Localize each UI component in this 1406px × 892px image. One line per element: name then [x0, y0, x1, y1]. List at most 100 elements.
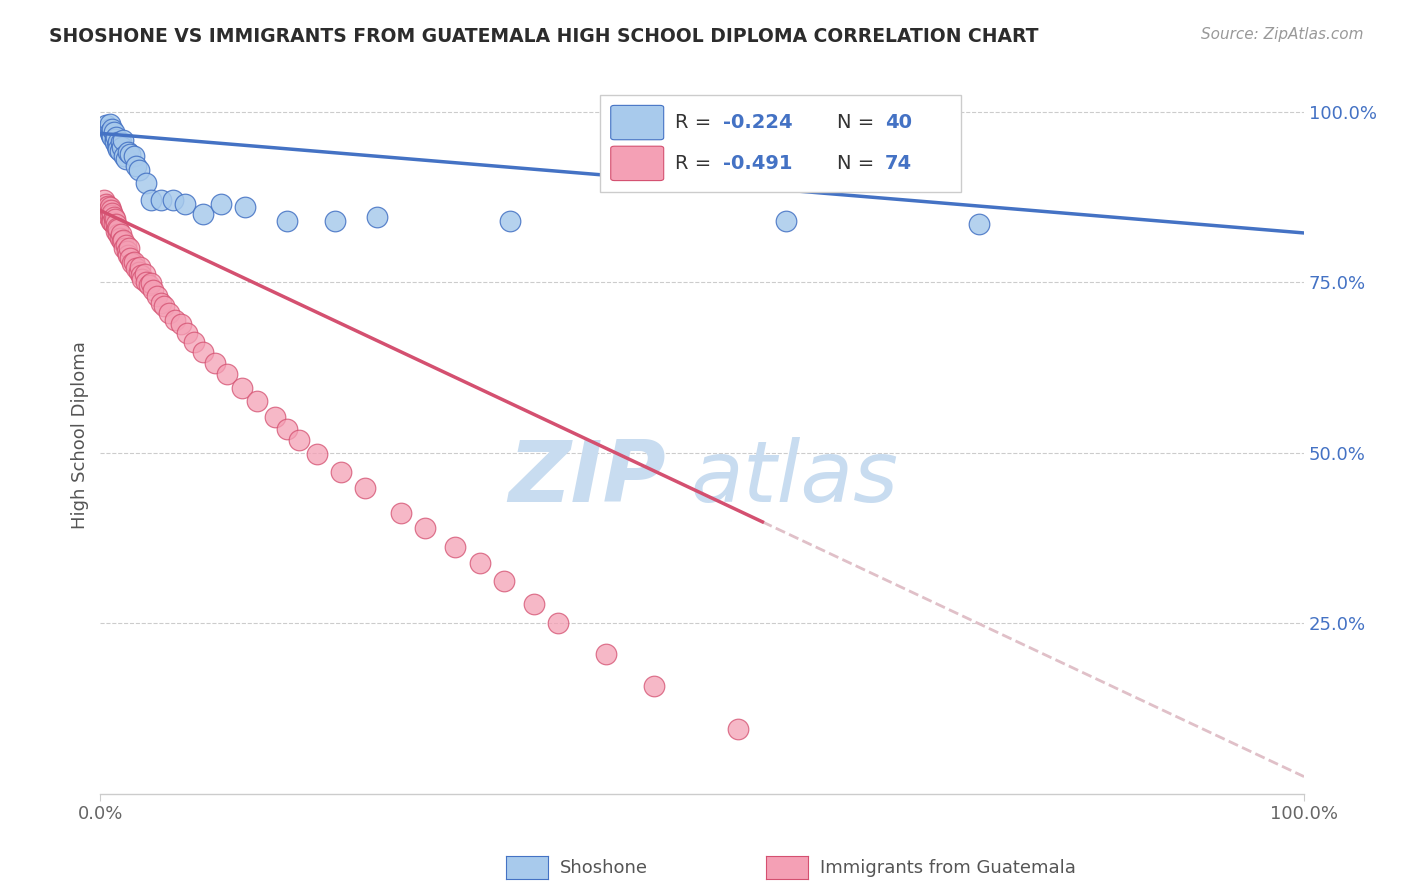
Point — [163, 312, 186, 326]
Point — [139, 277, 162, 291]
Point — [122, 254, 145, 268]
Point — [323, 213, 346, 227]
Point — [105, 138, 128, 153]
Point — [103, 125, 125, 139]
Point — [547, 616, 569, 631]
Point — [111, 234, 134, 248]
Text: Shoshone: Shoshone — [560, 859, 648, 877]
Text: -0.491: -0.491 — [723, 154, 792, 173]
Text: N =: N = — [837, 113, 880, 132]
Point — [354, 481, 377, 495]
Point — [138, 278, 160, 293]
Point — [110, 135, 132, 149]
Point — [128, 265, 150, 279]
Point — [121, 256, 143, 270]
Point — [105, 217, 128, 231]
Point — [101, 205, 124, 219]
Point — [191, 344, 214, 359]
Point — [97, 121, 120, 136]
Point — [142, 283, 165, 297]
Point — [103, 217, 125, 231]
Point — [595, 647, 617, 661]
Text: R =: R = — [675, 154, 717, 173]
Point — [117, 248, 139, 262]
Point — [100, 127, 122, 141]
Point — [149, 193, 172, 207]
Point — [967, 217, 990, 231]
Point — [100, 203, 122, 218]
Point — [209, 196, 232, 211]
Point — [444, 540, 467, 554]
Point — [146, 289, 169, 303]
Point — [94, 200, 117, 214]
Point — [111, 140, 134, 154]
Point — [105, 224, 128, 238]
Point — [129, 268, 152, 283]
Point — [101, 129, 124, 144]
Point — [215, 367, 238, 381]
Point — [122, 149, 145, 163]
Point — [104, 212, 127, 227]
Point — [98, 208, 121, 222]
Point — [125, 159, 148, 173]
Point — [120, 251, 142, 265]
FancyBboxPatch shape — [610, 105, 664, 140]
Point — [96, 196, 118, 211]
Point — [112, 149, 135, 163]
Point — [114, 153, 136, 167]
Point — [100, 128, 122, 143]
Point — [276, 213, 298, 227]
Point — [125, 261, 148, 276]
Point — [139, 193, 162, 207]
Point — [183, 335, 205, 350]
Point — [727, 722, 749, 736]
Point — [115, 244, 138, 259]
Point — [114, 237, 136, 252]
Point — [101, 208, 124, 222]
Point — [330, 465, 353, 479]
Point — [231, 381, 253, 395]
Point — [101, 215, 124, 229]
Point — [108, 144, 131, 158]
Point — [157, 306, 180, 320]
Point — [108, 231, 131, 245]
Text: SHOSHONE VS IMMIGRANTS FROM GUATEMALA HIGH SCHOOL DIPLOMA CORRELATION CHART: SHOSHONE VS IMMIGRANTS FROM GUATEMALA HI… — [49, 27, 1039, 45]
Point — [107, 222, 129, 236]
Point — [98, 125, 121, 139]
Point — [173, 196, 195, 211]
Point — [128, 162, 150, 177]
Point — [110, 227, 132, 242]
Point — [204, 355, 226, 369]
Point — [107, 142, 129, 156]
Text: ZIP: ZIP — [509, 437, 666, 520]
Point — [134, 267, 156, 281]
Y-axis label: High School Diploma: High School Diploma — [72, 342, 89, 530]
Point — [233, 200, 256, 214]
Point — [112, 133, 135, 147]
Point — [104, 135, 127, 149]
Point — [468, 556, 491, 570]
Point — [246, 394, 269, 409]
Point — [135, 275, 157, 289]
Point — [176, 326, 198, 341]
Text: atlas: atlas — [690, 437, 898, 520]
Text: 40: 40 — [886, 113, 912, 132]
Point — [98, 200, 121, 214]
Point — [112, 241, 135, 255]
Point — [96, 118, 118, 132]
Text: Source: ZipAtlas.com: Source: ZipAtlas.com — [1201, 27, 1364, 42]
Point — [498, 213, 520, 227]
Point — [131, 271, 153, 285]
Point — [105, 220, 128, 235]
Point — [264, 410, 287, 425]
Point — [366, 211, 388, 225]
Point — [107, 227, 129, 242]
Point — [153, 299, 176, 313]
Point — [643, 679, 665, 693]
Point — [107, 135, 129, 149]
Point — [103, 211, 125, 225]
Point — [112, 233, 135, 247]
Point — [97, 199, 120, 213]
Point — [305, 447, 328, 461]
Point — [97, 207, 120, 221]
